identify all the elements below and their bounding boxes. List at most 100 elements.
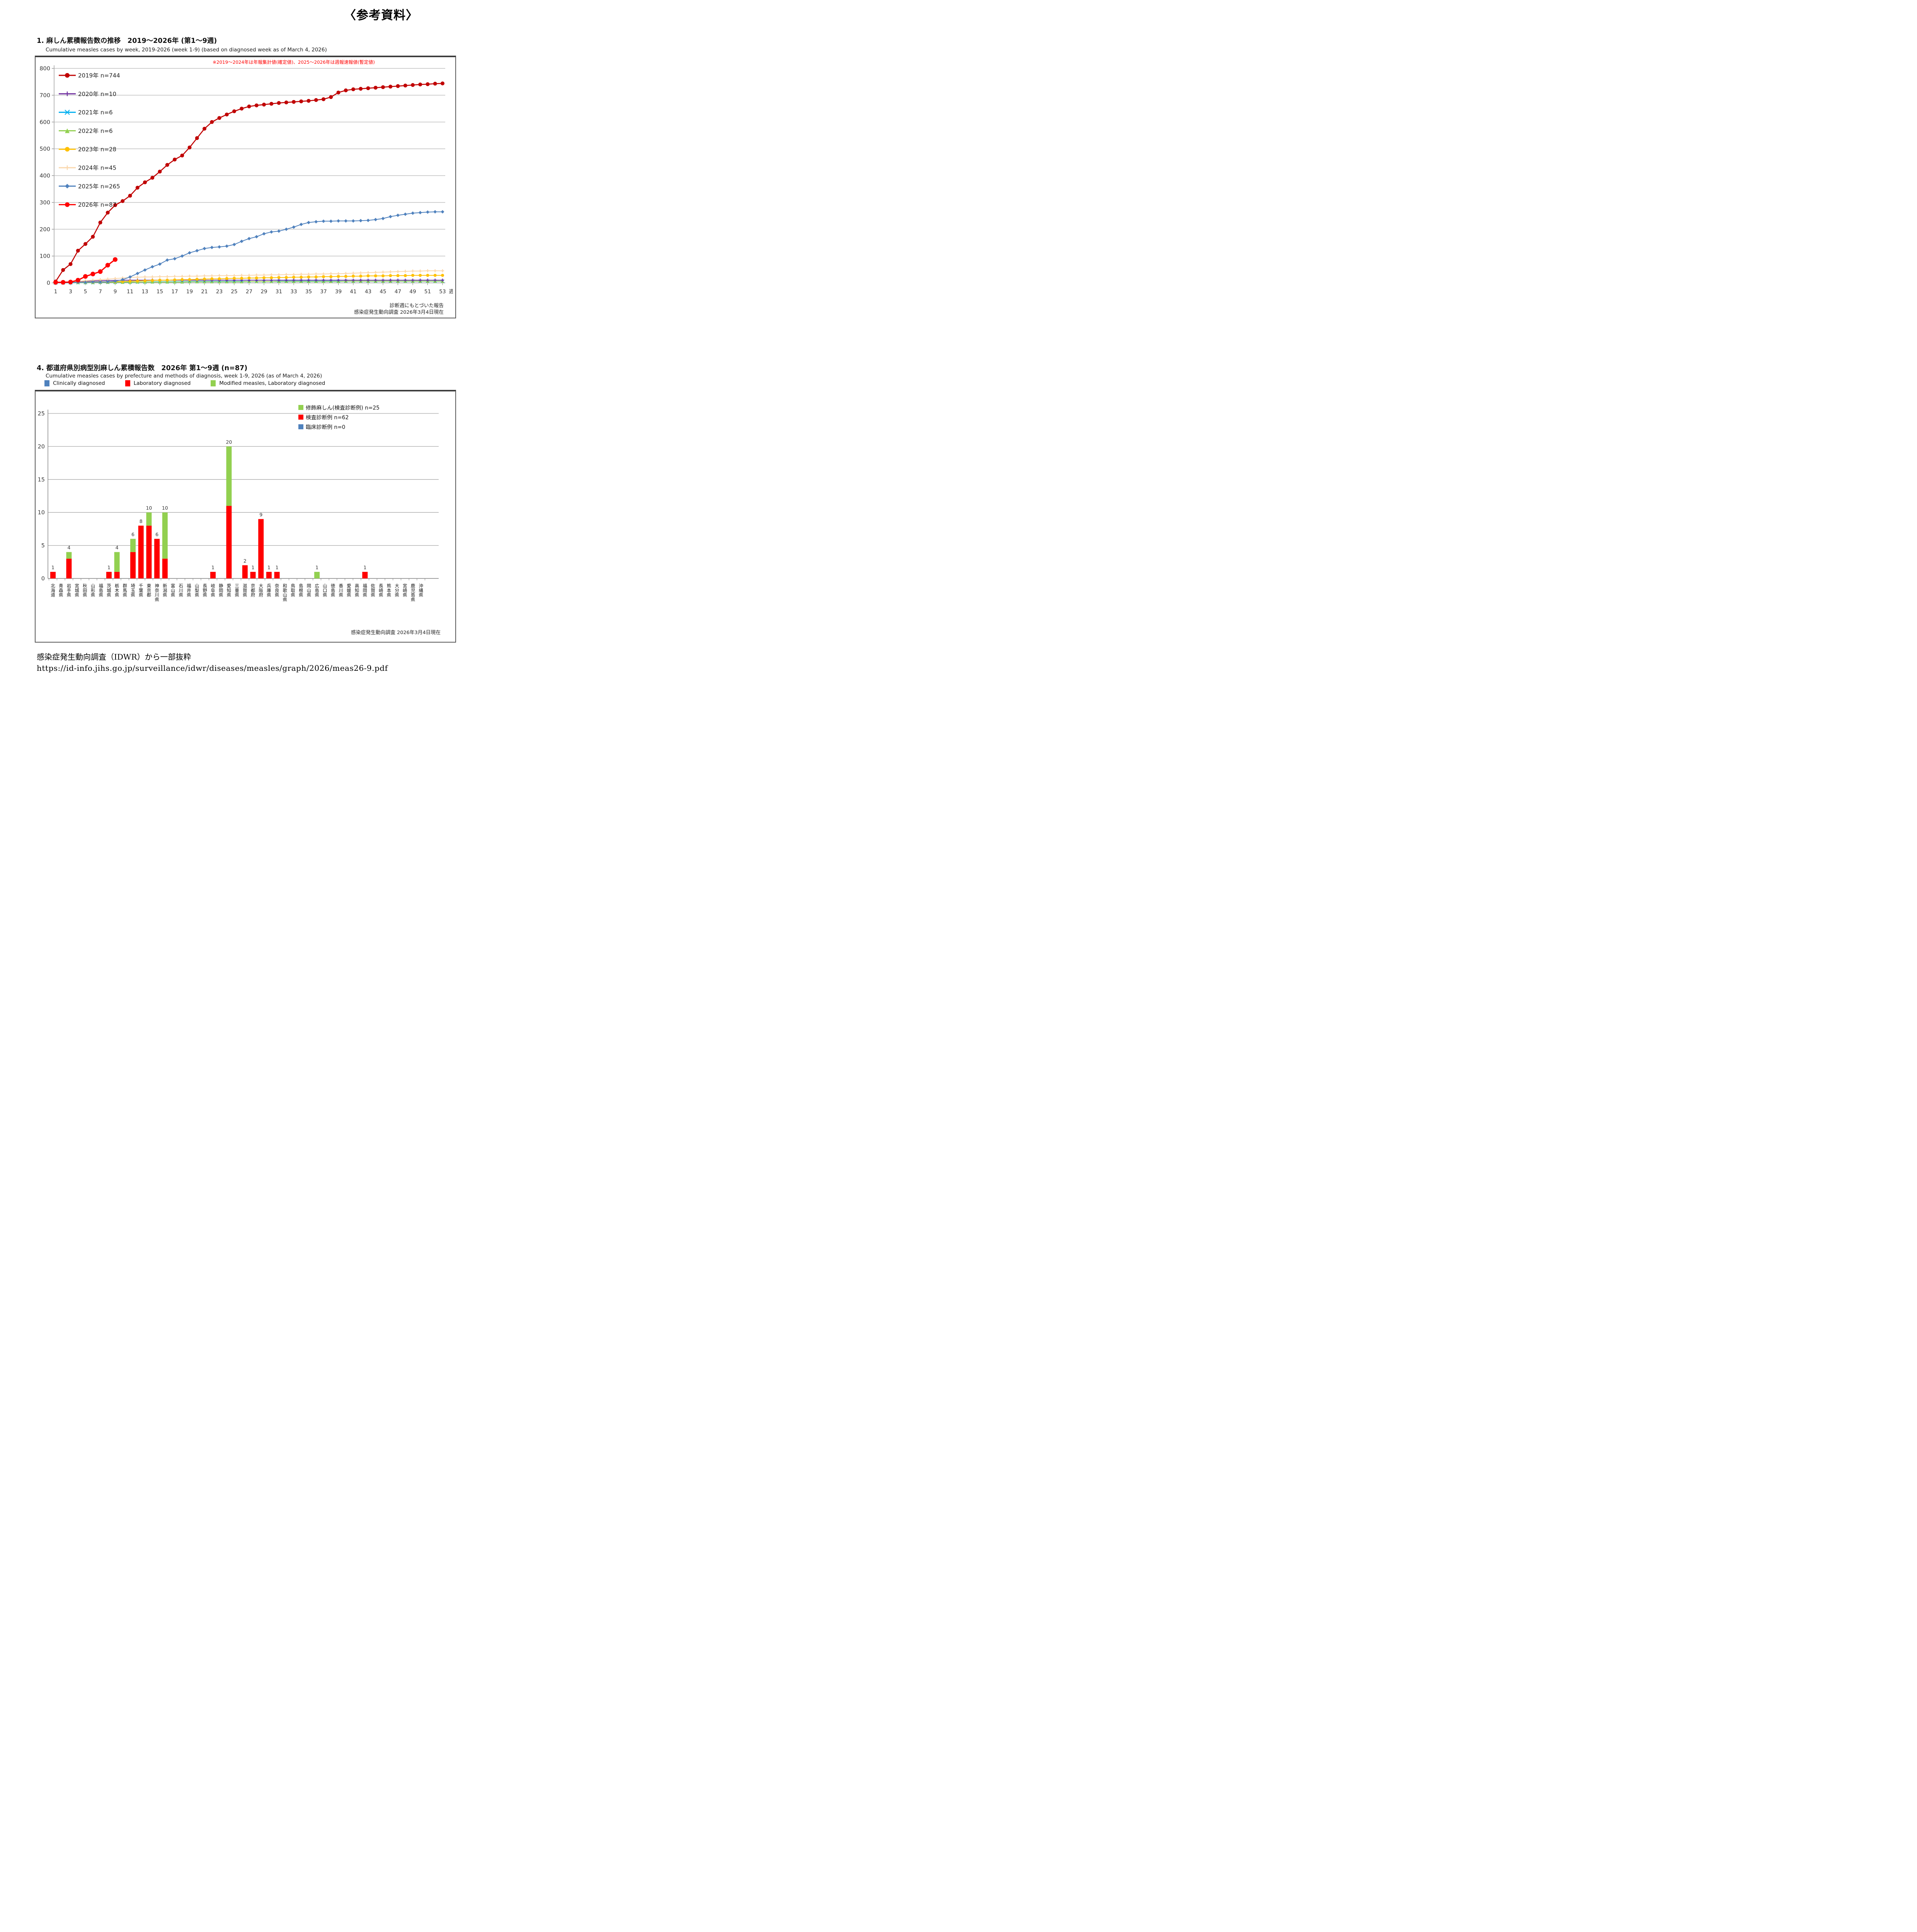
prefecture-label: 岐阜県 [211,583,215,598]
data-point [173,275,176,278]
data-point [90,272,95,277]
data-point [292,100,296,104]
data-point [210,274,214,277]
bar-total-label: 9 [259,512,262,517]
data-point [374,279,377,282]
data-point [374,218,378,221]
y-tick-label: 500 [39,146,50,152]
legend-label: Laboratory diagnosed [133,380,191,386]
inner-legend-label: 臨床診断例 n=0 [306,424,345,430]
data-point [344,275,347,278]
legend-swatch [44,380,49,386]
prefecture-label: 鹿児島県 [411,583,415,602]
data-point [366,274,370,277]
bar-laboratory [266,571,272,578]
x-tick-label: 31 [276,289,282,295]
data-point [307,275,310,279]
data-point [277,279,281,282]
data-point [210,280,214,284]
data-point [68,262,73,266]
legend-marker [65,202,70,207]
x-tick-label: 51 [424,289,431,295]
data-point [203,274,206,277]
data-point [292,279,295,282]
prefecture-label: 北海道 [51,583,55,598]
data-point [270,273,273,277]
prefecture-label: 香川県 [339,583,343,598]
data-point [151,280,154,284]
prefecture-label: 石川県 [179,583,183,598]
prefecture-label: 兵庫県 [267,583,271,598]
data-point [262,276,266,279]
x-tick-label: 23 [216,289,223,295]
x-tick-label: 41 [350,289,356,295]
data-point [218,274,221,277]
prefecture-label: 岡山県 [307,583,312,598]
legend-swatch [211,380,216,386]
gridlines [52,68,445,285]
data-point [262,273,266,277]
data-point [135,185,140,190]
x-tick-label: 1 [54,289,58,295]
data-point [91,235,95,239]
data-point [195,280,199,284]
data-point [121,280,124,283]
data-point [389,274,392,277]
data-point [418,211,422,214]
data-point [419,269,422,273]
data-point [158,170,162,174]
data-point [300,279,303,282]
legend-item: Laboratory diagnosed [125,380,191,386]
reference-label: 〈参考資料〉 [344,9,418,22]
prefecture-label: 神奈川県 [155,583,159,602]
data-point [255,273,258,277]
x-tick-label: 53 [439,289,446,295]
data-point [121,199,125,203]
data-point [195,136,199,140]
data-point [83,274,88,279]
data-point [247,104,251,109]
bar-modified [162,512,168,559]
data-point [426,274,429,277]
data-point [203,247,206,250]
data-point [158,280,162,284]
data-point [284,100,288,105]
prefecture-label: 長野県 [203,583,208,598]
data-point [381,270,385,274]
prefecture-label: 青森県 [59,583,63,598]
data-point [284,273,288,276]
data-point [337,275,340,278]
data-point [203,277,206,281]
data-point [322,275,325,279]
legend-label: Modified measles, Laboratory diagnosed [219,380,325,386]
series-2019年 [54,81,444,284]
series-2023年 [54,274,444,284]
x-tick-label: 17 [171,289,178,295]
x-tick-label: 21 [201,289,208,295]
prefecture-label: 鳥取県 [291,583,295,598]
data-point [106,280,110,284]
bar-modified [66,552,72,559]
data-point [173,157,177,162]
x-tick-label: 19 [186,289,193,295]
data-point [269,230,273,234]
bar-total-label: 1 [51,565,54,570]
data-point [98,269,103,274]
data-point [61,268,65,272]
bar-modified [314,571,320,578]
bar-laboratory [226,506,232,578]
legend-label: 2024年 n=45 [78,165,116,172]
data-point [165,258,169,262]
data-point [292,225,296,229]
data-point [306,99,311,103]
data-point [83,281,87,284]
data-point [105,263,110,268]
legend-marker [65,109,70,115]
data-point [359,87,363,91]
data-point [322,219,325,223]
data-point [299,223,303,226]
chart1-footnote-1: 診断週にもとづいた報告 [390,303,444,309]
data-point [128,194,132,198]
